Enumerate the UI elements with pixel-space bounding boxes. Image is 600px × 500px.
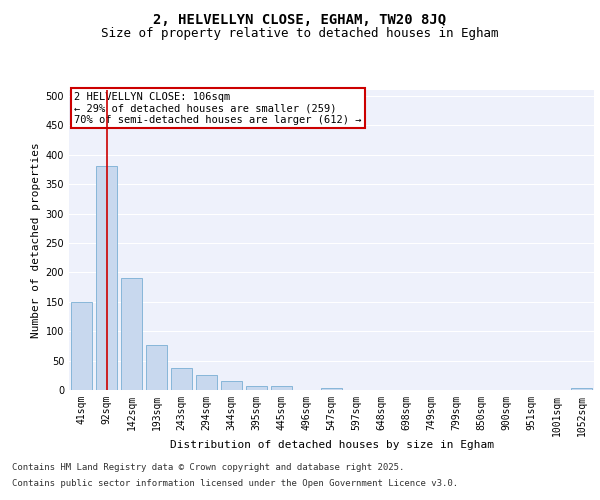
Text: Contains public sector information licensed under the Open Government Licence v3: Contains public sector information licen… <box>12 479 458 488</box>
Bar <box>71 302 92 390</box>
Text: Contains HM Land Registry data © Crown copyright and database right 2025.: Contains HM Land Registry data © Crown c… <box>12 462 404 471</box>
X-axis label: Distribution of detached houses by size in Egham: Distribution of detached houses by size … <box>170 440 493 450</box>
Y-axis label: Number of detached properties: Number of detached properties <box>31 142 41 338</box>
Text: 2, HELVELLYN CLOSE, EGHAM, TW20 8JQ: 2, HELVELLYN CLOSE, EGHAM, TW20 8JQ <box>154 12 446 26</box>
Bar <box>146 346 167 390</box>
Text: Size of property relative to detached houses in Egham: Size of property relative to detached ho… <box>101 28 499 40</box>
Bar <box>96 166 117 390</box>
Bar <box>121 278 142 390</box>
Bar <box>221 381 242 390</box>
Bar <box>321 388 342 390</box>
Bar <box>271 386 292 390</box>
Bar <box>246 386 267 390</box>
Bar <box>196 376 217 390</box>
Bar <box>171 368 192 390</box>
Text: 2 HELVELLYN CLOSE: 106sqm
← 29% of detached houses are smaller (259)
70% of semi: 2 HELVELLYN CLOSE: 106sqm ← 29% of detac… <box>74 92 362 124</box>
Bar <box>571 388 592 390</box>
